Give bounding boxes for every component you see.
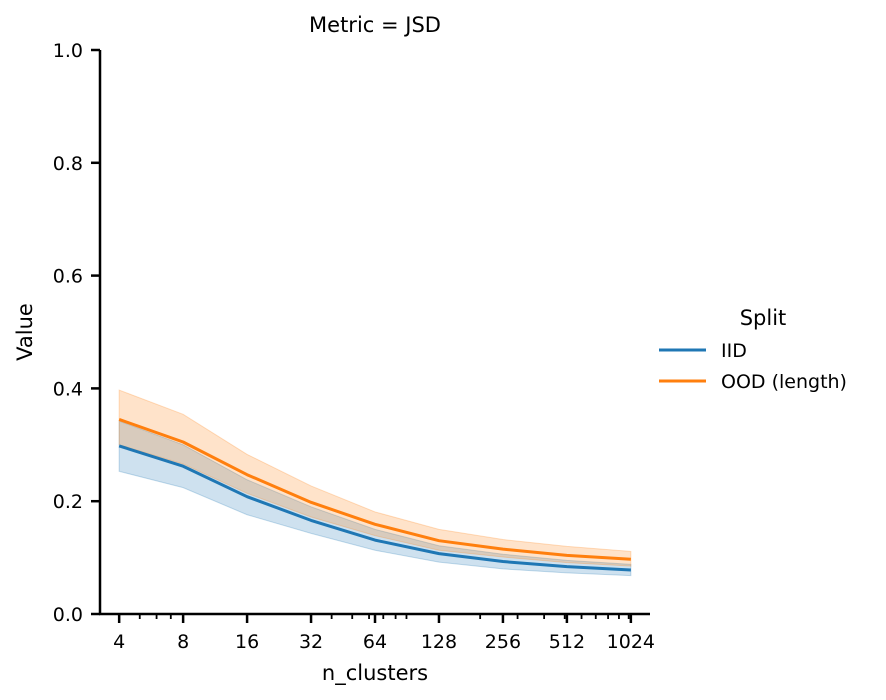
y-tick-label: 0.6 xyxy=(53,266,83,288)
x-tick-label: 256 xyxy=(485,631,521,653)
legend-label-0: IID xyxy=(721,340,747,362)
y-axis-label: Value xyxy=(13,303,37,361)
x-tick-label: 8 xyxy=(177,631,189,653)
x-tick-label: 1024 xyxy=(607,631,655,653)
legend-label-1: OOD (length) xyxy=(721,371,847,393)
y-tick-label: 0.8 xyxy=(53,153,83,175)
ci-band-0 xyxy=(118,420,632,577)
series-line-1 xyxy=(118,418,631,561)
x-tick-label: 64 xyxy=(363,631,387,653)
confidence-bands xyxy=(118,389,632,577)
legend: Split IID OOD (length) xyxy=(659,306,847,393)
x-tick-label: 32 xyxy=(299,631,323,653)
chart-title: Metric = JSD xyxy=(309,13,441,37)
x-tick-label: 512 xyxy=(549,631,585,653)
legend-title: Split xyxy=(740,306,787,330)
y-tick-label: 0.4 xyxy=(53,378,83,400)
x-tick-label: 16 xyxy=(235,631,259,653)
series-lines xyxy=(118,418,631,572)
x-tick-label: 4 xyxy=(113,631,125,653)
axes: 0.0 0.2 0.4 0.6 0.8 1.0 4 8 16 32 64 128 256 512 1024 xyxy=(53,40,655,653)
series-line-0 xyxy=(118,444,631,572)
y-tick-label: 0.0 xyxy=(53,604,83,626)
y-tick-label: 1.0 xyxy=(53,40,83,62)
x-tick-label: 128 xyxy=(421,631,457,653)
ci-band-1 xyxy=(118,389,632,567)
y-tick-label: 0.2 xyxy=(53,491,83,513)
x-axis-label: n_clusters xyxy=(322,661,428,686)
